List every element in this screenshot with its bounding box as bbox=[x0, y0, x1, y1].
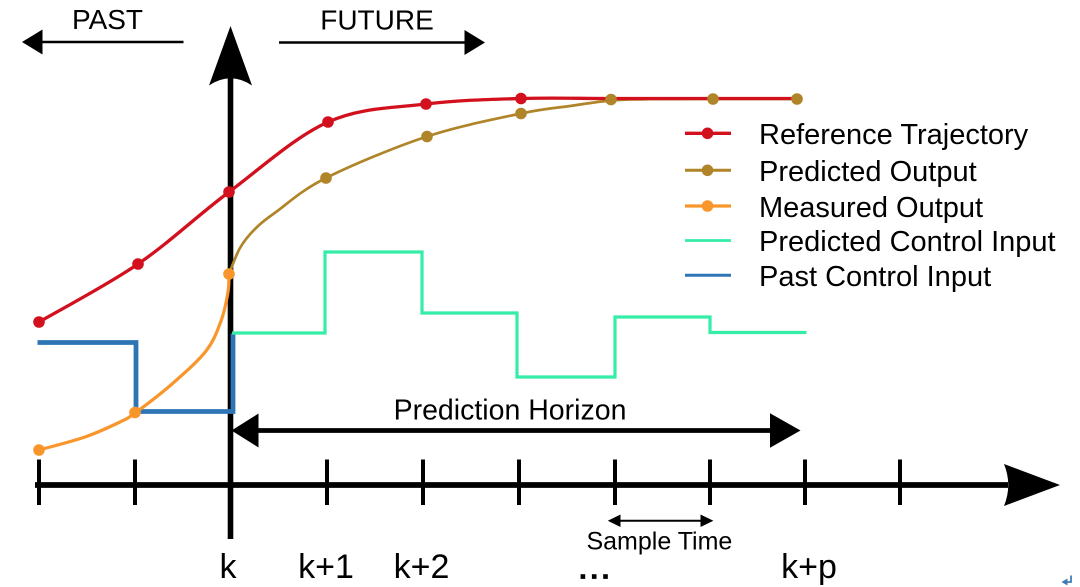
svg-text:PAST: PAST bbox=[72, 4, 143, 35]
svg-text:Measured Output: Measured Output bbox=[759, 192, 983, 224]
svg-text:k+p: k+p bbox=[781, 548, 837, 586]
svg-text:k+1: k+1 bbox=[298, 548, 354, 586]
svg-text:FUTURE: FUTURE bbox=[320, 5, 434, 36]
svg-text:Predicted Output: Predicted Output bbox=[759, 156, 977, 188]
svg-text:Reference Trajectory: Reference Trajectory bbox=[759, 119, 1029, 151]
svg-text:k: k bbox=[220, 548, 238, 586]
svg-text:Prediction Horizon: Prediction Horizon bbox=[394, 395, 627, 427]
svg-text:k+2: k+2 bbox=[394, 548, 450, 586]
svg-text:Sample Time: Sample Time bbox=[586, 528, 732, 556]
svg-text:Predicted Control Input: Predicted Control Input bbox=[759, 226, 1056, 258]
svg-text:Past Control Input: Past Control Input bbox=[759, 261, 991, 293]
